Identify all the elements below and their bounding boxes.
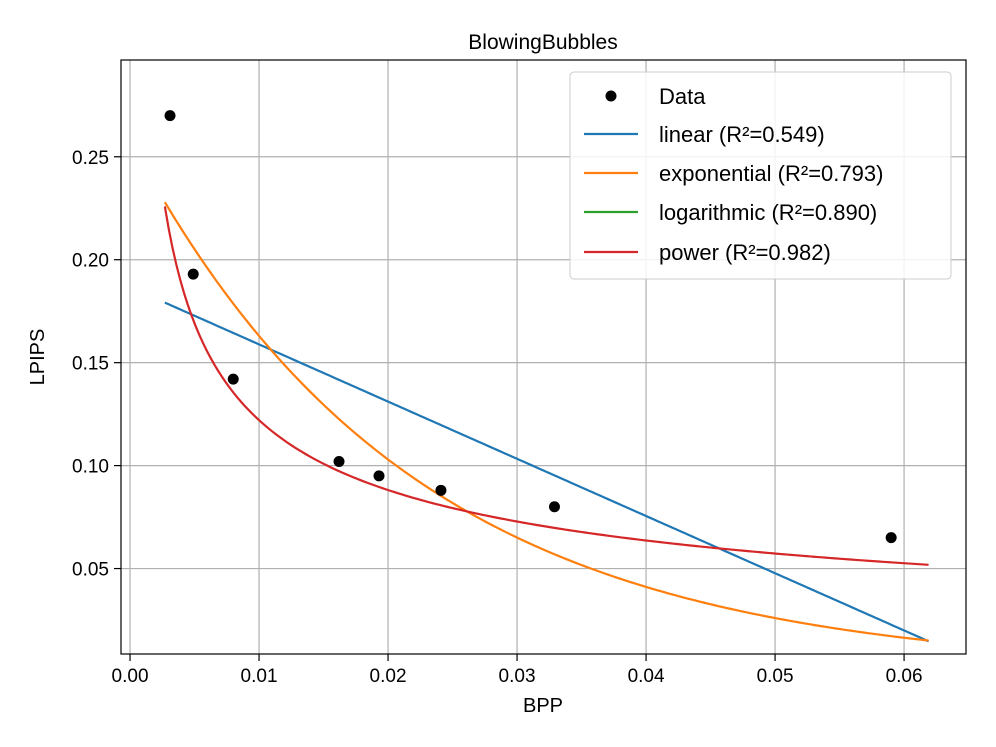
data-point: [227, 373, 239, 385]
series-line-power: [163, 206, 929, 566]
y-tick-label: 0.15: [72, 354, 109, 375]
y-tick-label: 0.25: [72, 148, 109, 169]
data-point: [187, 268, 199, 280]
series-line-linear: [164, 301, 930, 643]
x-axis-label: BPP: [523, 695, 563, 717]
x-tick-label: 0.04: [628, 666, 665, 687]
data-point: [885, 532, 897, 544]
x-tick-label: 0.01: [241, 666, 278, 687]
x-tick-label: 0.00: [112, 666, 149, 687]
fit-lines: [163, 201, 930, 643]
y-tick-label: 0.20: [72, 251, 109, 272]
legend-label-logarithmic: logarithmic (R²=0.890): [659, 200, 877, 225]
series-line-exponential: [163, 201, 929, 642]
axis-ticks: 0.00 0.01 0.02 0.03 0.04 0.05 0.06 0.05 0.10 0.15…: [72, 148, 923, 687]
chart-title: BlowingBubbles: [468, 31, 617, 54]
plot-frame: [120, 59, 967, 655]
y-axis-label: LPIPS: [27, 329, 49, 386]
legend: Data linear (R²=0.549) exponential (R²=0.7…: [569, 71, 952, 280]
x-tick-label: 0.03: [499, 666, 536, 687]
legend-label-exponential: exponential (R²=0.793): [659, 161, 883, 186]
legend-label-linear: linear (R²=0.549): [659, 122, 825, 147]
y-tick-label: 0.10: [72, 457, 109, 478]
data-point: [164, 110, 176, 122]
legend-marker-data: [605, 90, 617, 102]
legend-label-power: power (R²=0.982): [659, 240, 831, 265]
legend-label-data: Data: [659, 84, 706, 109]
data-point: [435, 484, 447, 496]
data-point: [373, 470, 385, 482]
legend-box: [569, 71, 952, 280]
data-point: [333, 455, 345, 467]
x-tick-label: 0.06: [886, 666, 923, 687]
y-tick-label: 0.05: [72, 560, 109, 581]
x-tick-label: 0.05: [757, 666, 794, 687]
data-point: [548, 501, 560, 513]
x-tick-label: 0.02: [370, 666, 407, 687]
data-points: [164, 110, 897, 544]
